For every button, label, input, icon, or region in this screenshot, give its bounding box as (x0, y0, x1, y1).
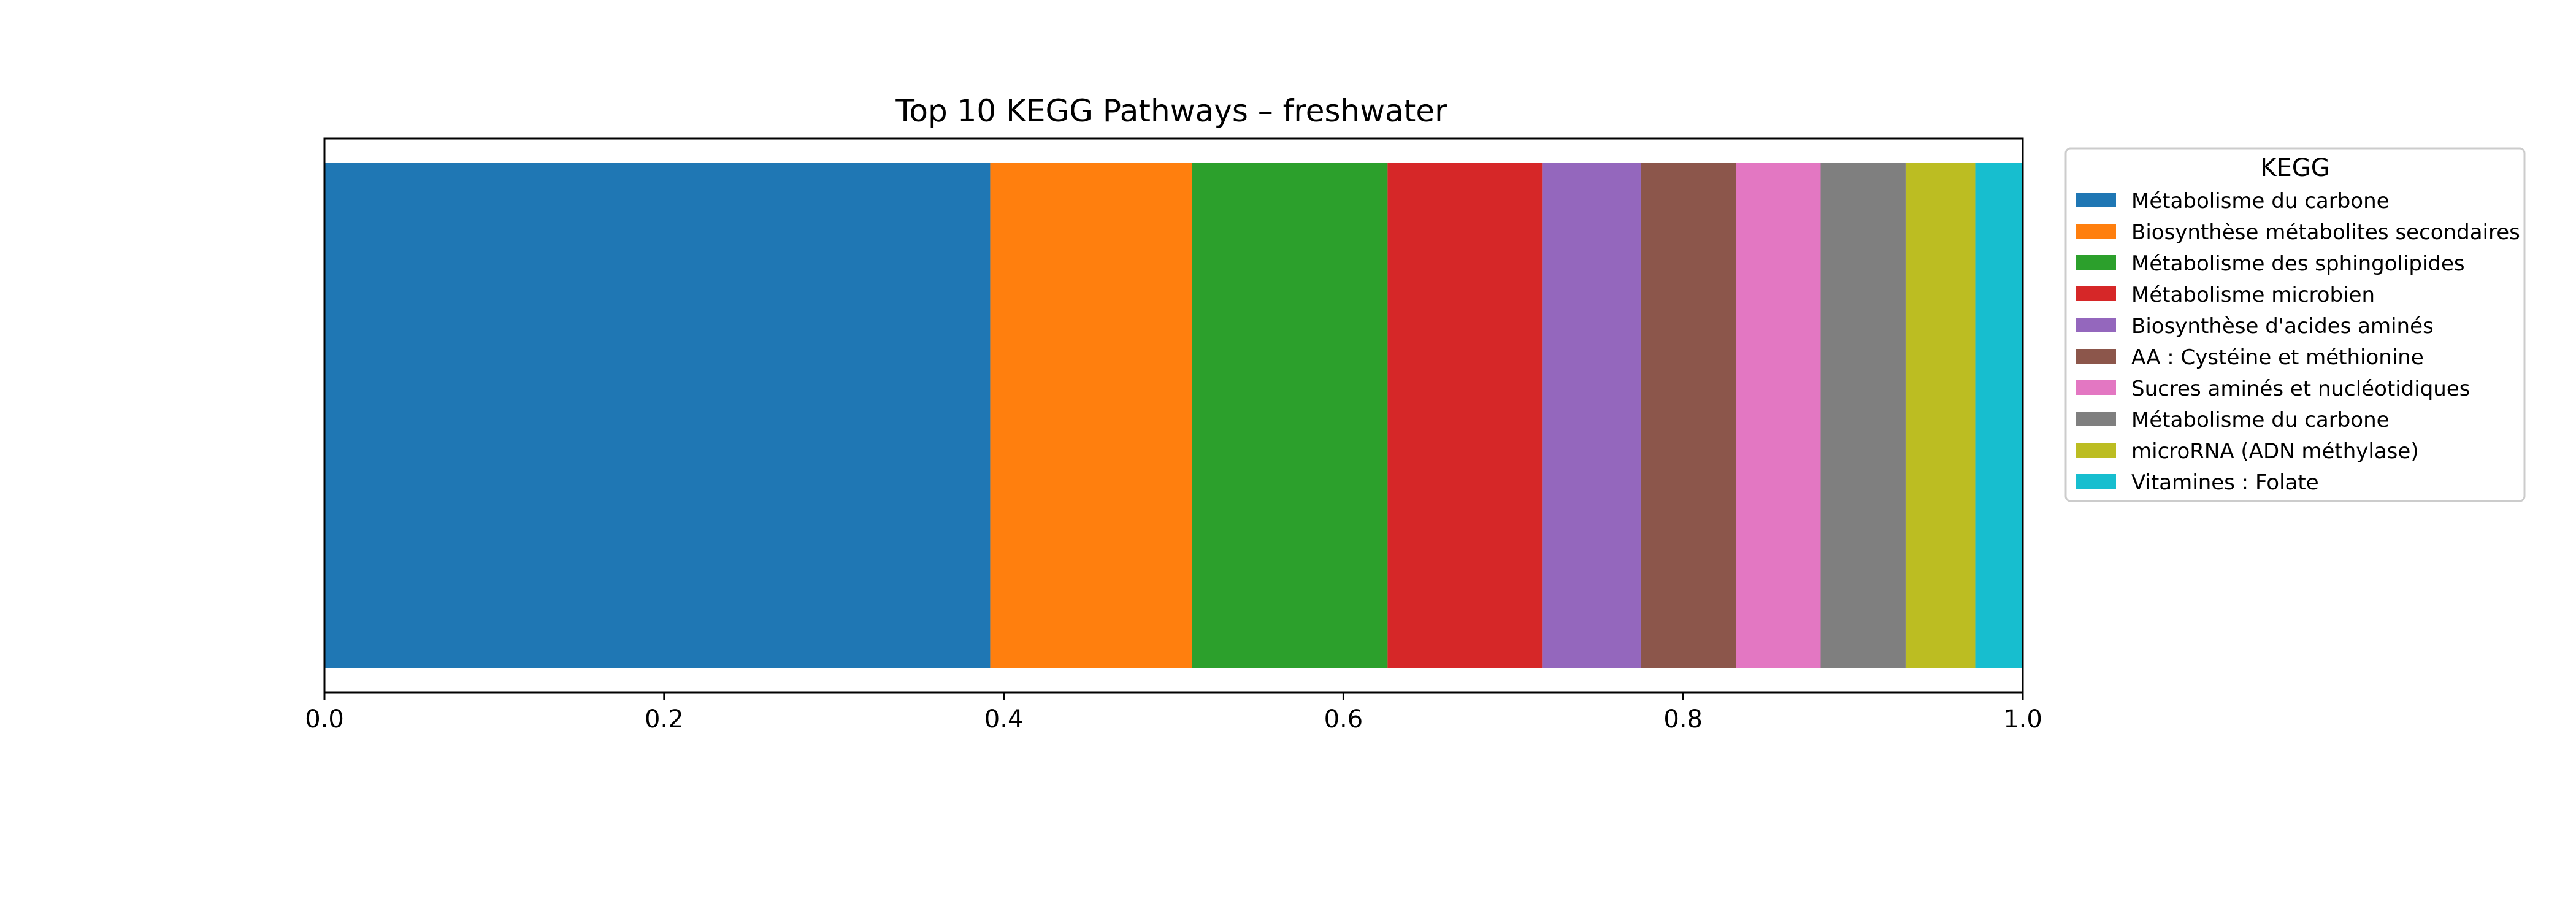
legend-swatch-4 (2076, 286, 2116, 301)
x-tick-label-4: 0.8 (1663, 705, 1703, 733)
bar-segment-9 (1905, 163, 1976, 668)
legend: KEGG Métabolisme du carbone Biosynthèse m… (2064, 147, 2526, 502)
legend-label-4: Métabolisme microbien (2131, 283, 2375, 307)
x-axis: 0.0 0.2 0.4 0.6 0.8 1.0 (305, 692, 2042, 733)
legend-swatch-7 (2076, 380, 2116, 395)
bar-segment-10 (1975, 163, 2023, 668)
legend-swatch-3 (2076, 255, 2116, 270)
legend-swatch-9 (2076, 443, 2116, 458)
legend-swatch-5 (2076, 318, 2116, 332)
x-tick-label-2: 0.4 (984, 705, 1024, 733)
bar-segment-3 (1192, 163, 1388, 668)
plot-frame (323, 137, 2024, 694)
bar-segment-5 (1542, 163, 1641, 668)
bar-segment-2 (990, 163, 1192, 668)
bar-segment-1 (324, 163, 991, 668)
legend-label-5: Biosynthèse d'acides aminés (2131, 314, 2434, 339)
legend-items: Métabolisme du carbone Biosynthèse métabo… (2076, 189, 2520, 495)
legend-swatch-10 (2076, 474, 2116, 489)
legend-label-3: Métabolisme des sphingolipides (2131, 251, 2465, 276)
legend-label-7: Sucres aminés et nucléotidiques (2131, 377, 2470, 401)
x-tick-label-3: 0.6 (1324, 705, 1363, 733)
x-tick-label-0: 0.0 (305, 705, 344, 733)
x-tick-label-5: 1.0 (2003, 705, 2042, 733)
legend-swatch-2 (2076, 224, 2116, 239)
legend-label-2: Biosynthèse métabolites secondaires (2131, 220, 2520, 245)
bar-segment-7 (1736, 163, 1821, 668)
x-tick-label-1: 0.2 (645, 705, 684, 733)
bar-segment-6 (1640, 163, 1736, 668)
chart-title: Top 10 KEGG Pathways – freshwater (895, 93, 1447, 129)
legend-frame (2064, 147, 2526, 502)
legend-label-8: Métabolisme du carbone (2131, 408, 2390, 432)
bar-segment-4 (1387, 163, 1543, 668)
legend-swatch-8 (2076, 412, 2116, 426)
legend-swatch-6 (2076, 349, 2116, 364)
legend-title: KEGG (2260, 154, 2330, 182)
legend-label-9: microRNA (ADN méthylase) (2131, 439, 2419, 464)
legend-label-6: AA : Cystéine et méthionine (2131, 345, 2424, 370)
bars-layer (324, 163, 2023, 668)
legend-swatch-1 (2076, 193, 2116, 207)
legend-label-10: Vitamines : Folate (2131, 470, 2319, 495)
legend-label-1: Métabolisme du carbone (2131, 189, 2390, 213)
bar-segment-8 (1820, 163, 1906, 668)
